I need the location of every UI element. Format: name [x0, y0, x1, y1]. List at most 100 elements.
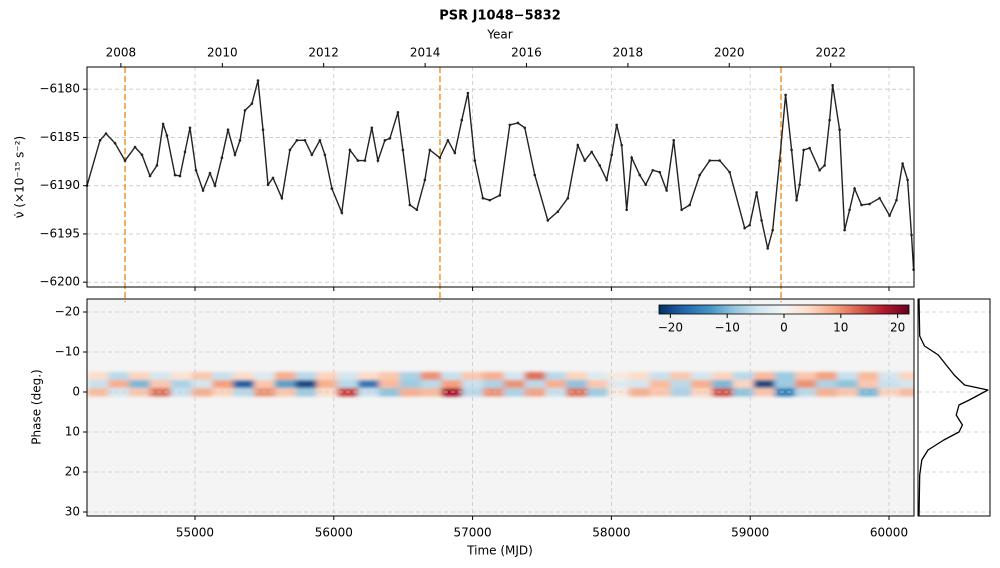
point — [388, 137, 392, 140]
point — [778, 159, 781, 162]
heatmap-cell — [108, 380, 130, 389]
point — [848, 208, 851, 212]
heatmap-cell — [587, 380, 609, 389]
point — [672, 139, 676, 142]
colorbar-tick-label: 10 — [833, 321, 848, 335]
point — [104, 132, 108, 135]
point — [790, 148, 793, 152]
point — [798, 183, 801, 187]
y-tick-label: −6185 — [39, 130, 80, 144]
heatmap-cell — [378, 372, 401, 381]
point — [843, 228, 846, 232]
heatmap-cell — [628, 372, 651, 381]
plot-frame — [86, 298, 915, 517]
point — [906, 178, 909, 182]
heatmap-cell — [545, 372, 567, 381]
point — [396, 111, 400, 114]
line — [86, 80, 915, 270]
y-tick-label: −6180 — [39, 82, 80, 96]
heatmap-cell — [212, 380, 234, 389]
point — [860, 203, 863, 207]
heatmap-cell — [149, 380, 172, 389]
point — [688, 203, 691, 207]
point — [620, 143, 623, 147]
point — [188, 126, 192, 130]
colorbar-tick-label: 0 — [780, 321, 788, 335]
point — [576, 143, 580, 147]
heatmap-cell — [399, 380, 422, 389]
point — [784, 93, 787, 97]
heatmap-cell — [441, 372, 463, 381]
point — [271, 176, 275, 180]
point — [888, 214, 891, 217]
point — [605, 178, 608, 182]
point — [658, 170, 662, 174]
point — [446, 139, 450, 142]
heatmap-cell — [836, 388, 859, 397]
y-tick-label: −20 — [55, 305, 80, 319]
point — [808, 146, 811, 150]
point — [556, 210, 560, 214]
heatmap-cell — [191, 372, 213, 381]
point — [288, 148, 292, 152]
heatmap-cell — [503, 380, 526, 389]
x2-tick-label: 2014 — [410, 46, 441, 60]
point — [401, 148, 405, 152]
heatmap-cell — [712, 388, 734, 397]
point — [638, 173, 642, 177]
x-tick-label: 58000 — [592, 526, 630, 540]
heatmap-cell — [628, 380, 651, 389]
point — [853, 187, 856, 190]
x2-tick-label: 2018 — [613, 46, 644, 60]
point — [173, 173, 177, 177]
heatmap-cell — [420, 380, 442, 389]
profile-line — [918, 298, 989, 517]
y-tick-label: −6190 — [39, 178, 80, 192]
point — [428, 148, 432, 152]
heatmap-cell — [649, 388, 671, 397]
colorbar-tick-label: −20 — [658, 321, 683, 335]
y-axis-label: Phase (deg.) — [30, 369, 44, 444]
point — [155, 164, 159, 167]
point — [266, 183, 270, 187]
point — [598, 164, 602, 167]
heatmap-cell — [795, 388, 817, 397]
point — [508, 123, 512, 127]
x2-tick-label: 2016 — [511, 46, 542, 60]
heatmap-cell — [566, 372, 588, 381]
heatmap-cell — [524, 372, 546, 381]
y-tick-label: 30 — [65, 505, 80, 519]
point — [901, 162, 904, 165]
y-tick-label: 0 — [72, 385, 80, 399]
plot-frame — [917, 298, 991, 517]
point — [498, 194, 502, 197]
y-tick-label: −10 — [55, 345, 80, 359]
heatmap-cells — [87, 372, 914, 397]
point — [610, 153, 613, 157]
heatmap-cell — [899, 380, 914, 389]
point — [533, 173, 537, 177]
point — [523, 126, 527, 130]
point — [566, 196, 570, 200]
heatmap-cell — [358, 380, 380, 389]
point — [546, 219, 550, 222]
point — [743, 226, 746, 230]
point — [303, 139, 307, 142]
heatmap-cell — [753, 372, 776, 381]
heatmap-cell — [836, 372, 859, 381]
point — [838, 128, 841, 132]
point — [466, 91, 470, 95]
heatmap-cell — [857, 388, 880, 397]
y-tick-label: −6195 — [39, 226, 80, 240]
heatmap-cell — [774, 388, 796, 397]
plot-frame — [86, 66, 915, 288]
colorbar-tick-label: 20 — [890, 321, 905, 335]
x2-tick-label: 2008 — [106, 46, 137, 60]
x2-axis-label: Year — [486, 28, 512, 42]
point — [625, 208, 628, 212]
heatmap-cell — [670, 380, 692, 389]
point — [453, 151, 457, 155]
point — [831, 84, 834, 87]
heatmap-cell — [483, 380, 505, 389]
x2-tick-label: 2022 — [815, 46, 846, 60]
